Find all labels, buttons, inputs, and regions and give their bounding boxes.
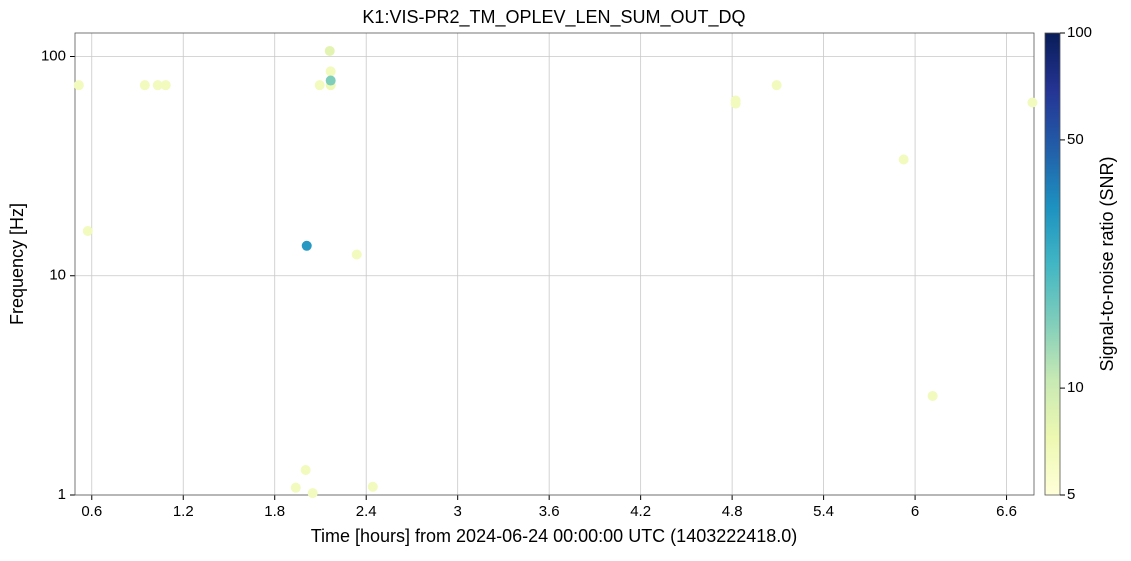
x-tick-label: 3.6 [539, 503, 560, 520]
x-tick-label: 6 [911, 503, 919, 520]
y-tick-label: 1 [58, 486, 66, 503]
point [290, 482, 301, 493]
point [367, 481, 378, 492]
point [307, 488, 318, 499]
point [351, 249, 362, 260]
x-tick-label: 6.6 [996, 503, 1017, 520]
x-tick-label: 1.8 [264, 503, 285, 520]
x-tick-label: 3 [454, 503, 462, 520]
point [160, 80, 171, 91]
point [82, 226, 93, 236]
point [1027, 97, 1038, 108]
point [324, 45, 335, 56]
colorbar-tick-label: 100 [1067, 24, 1092, 41]
colorbar-tick-label: 10 [1067, 379, 1084, 396]
colorbar [1044, 32, 1061, 496]
point [301, 240, 312, 251]
x-tick-label: 4.2 [630, 503, 651, 520]
x-tick-label: 0.6 [81, 503, 102, 520]
y-tick-label: 10 [49, 267, 66, 284]
x-tick-label: 5.4 [813, 503, 834, 520]
point [139, 80, 150, 91]
y-tick-label: 100 [41, 47, 66, 64]
colorbar-tick-label: 50 [1067, 131, 1084, 148]
point [314, 80, 325, 91]
point [927, 390, 938, 401]
x-tick-label: 1.2 [173, 503, 194, 520]
point [325, 75, 336, 86]
point [152, 80, 163, 91]
colorbar-tick-label: 5 [1067, 486, 1075, 503]
point [771, 80, 782, 91]
plot-area [75, 33, 1034, 495]
chart-title: K1:VIS-PR2_TM_OPLEV_LEN_SUM_OUT_DQ [362, 7, 745, 28]
x-axis-label: Time [hours] from 2024-06-24 00:00:00 UT… [311, 526, 798, 546]
point [898, 154, 909, 165]
point [300, 465, 311, 476]
point [325, 66, 336, 77]
colorbar-label: Signal-to-noise ratio (SNR) [1097, 156, 1117, 371]
y-axis-label: Frequency [Hz] [7, 203, 27, 325]
point [730, 98, 741, 109]
x-tick-label: 2.4 [356, 503, 377, 520]
point [73, 80, 84, 91]
x-tick-label: 4.8 [722, 503, 743, 520]
plot-frame [74, 32, 1035, 496]
